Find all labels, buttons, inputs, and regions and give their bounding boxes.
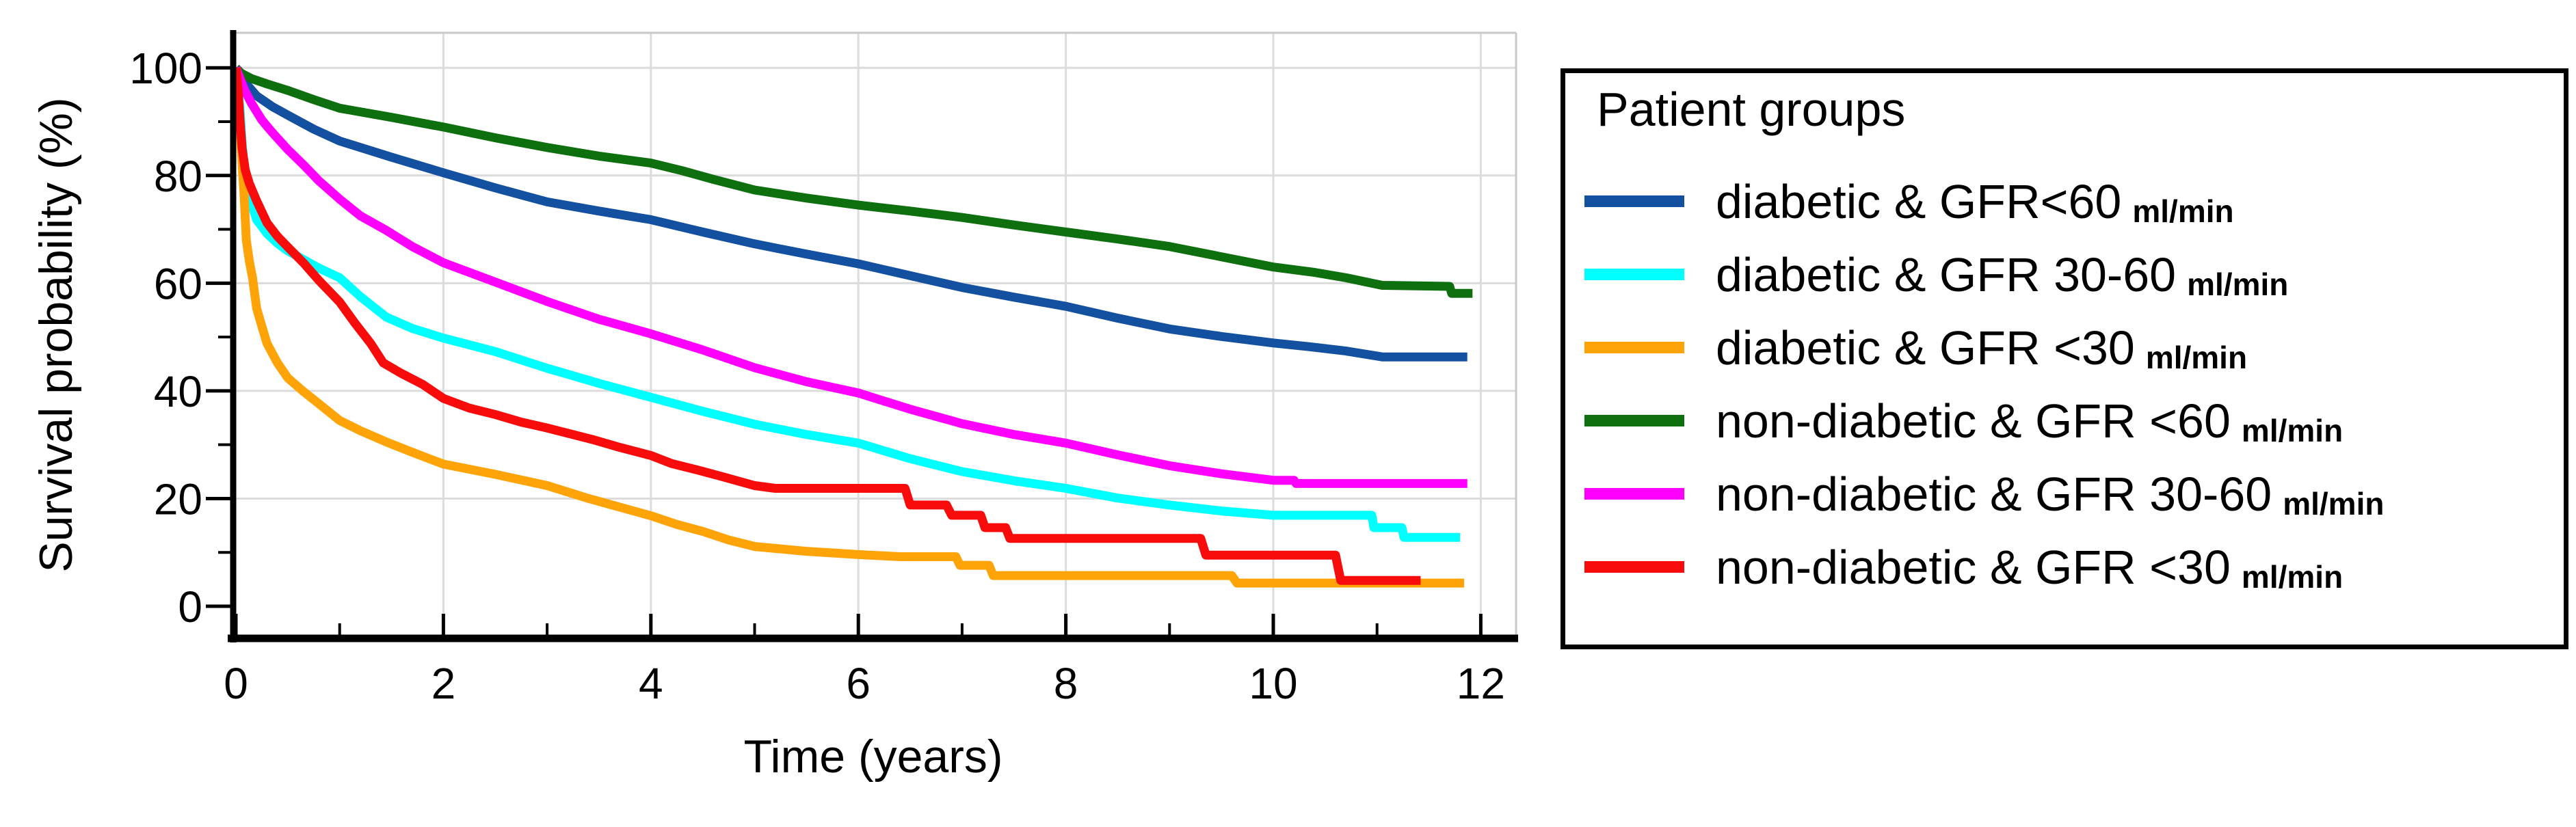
x-tick-label: 4 (639, 659, 663, 708)
legend-entry-label: non-diabetic & GFR <30 (1716, 540, 2231, 594)
legend-entry-label: diabetic & GFR 30-60 (1716, 247, 2177, 301)
y-tick-label: 20 (154, 474, 202, 524)
legend-swatch (1584, 269, 1684, 280)
legend-swatch (1584, 561, 1684, 573)
legend-swatch (1584, 342, 1684, 353)
legend-entry: diabetic & GFR <30 ml/min (1584, 311, 2564, 384)
survival-curves (231, 64, 1473, 588)
legend-box: Patient groups diabetic & GFR<60 ml/min di… (1561, 68, 2568, 649)
legend-entry-unit: ml/min (2145, 339, 2248, 375)
x-tick-label: 8 (1054, 659, 1078, 708)
curve-0 (232, 65, 1468, 362)
tick-labels: 0 2 4 6 8 10 12 0 20 40 60 80 100 (129, 44, 1505, 708)
legend-entry-label: non-diabetic & GFR 30-60 (1716, 467, 2272, 521)
curve-5 (231, 67, 1421, 585)
tick-marks (206, 66, 1483, 638)
legend-entry-unit: ml/min (2132, 193, 2234, 229)
legend-entry-unit: ml/min (2241, 412, 2343, 448)
y-axis-label: Survival probability (%) (30, 97, 82, 572)
legend-entry-unit: ml/min (2241, 558, 2343, 595)
plot-frame (230, 31, 1517, 638)
legend-swatch (1584, 488, 1684, 500)
legend-entry-label: non-diabetic & GFR <60 (1716, 394, 2231, 448)
curve-3 (233, 64, 1473, 298)
y-tick-label: 40 (154, 367, 202, 416)
legend-swatch (1584, 415, 1684, 426)
x-tick-label: 6 (846, 659, 871, 708)
legend-title: Patient groups (1597, 83, 1906, 136)
legend-entry: diabetic & GFR<60 ml/min (1584, 165, 2564, 238)
legend-entry: non-diabetic & GFR <30 ml/min (1584, 530, 2564, 604)
legend-entry-unit: ml/min (2187, 266, 2289, 302)
curve-2 (231, 67, 1465, 588)
legend-entry-unit: ml/min (2283, 485, 2385, 521)
legend-entry: non-diabetic & GFR 30-60 ml/min (1584, 457, 2564, 530)
legend-entry-label: diabetic & GFR<60 (1716, 174, 2122, 228)
y-tick-label: 80 (154, 152, 202, 201)
legend-swatch (1584, 195, 1684, 207)
x-tick-label: 10 (1249, 659, 1297, 708)
legend-entry: diabetic & GFR 30-60 ml/min (1584, 238, 2564, 311)
legend-entry: non-diabetic & GFR <60 ml/min (1584, 384, 2564, 457)
legend-entries: diabetic & GFR<60 ml/min diabetic & GFR 30… (1584, 165, 2564, 604)
x-tick-label: 2 (431, 659, 456, 708)
curve-4 (231, 66, 1468, 488)
curve-1 (231, 67, 1461, 542)
y-tick-label: 100 (129, 44, 202, 93)
y-tick-label: 0 (178, 582, 202, 632)
x-tick-label: 12 (1457, 659, 1505, 708)
legend-entry-label: diabetic & GFR <30 (1716, 321, 2135, 375)
x-axis-label: Time (years) (743, 731, 1002, 783)
gridlines (235, 33, 1516, 637)
x-tick-label: 0 (224, 659, 248, 708)
y-tick-label: 60 (154, 259, 202, 308)
